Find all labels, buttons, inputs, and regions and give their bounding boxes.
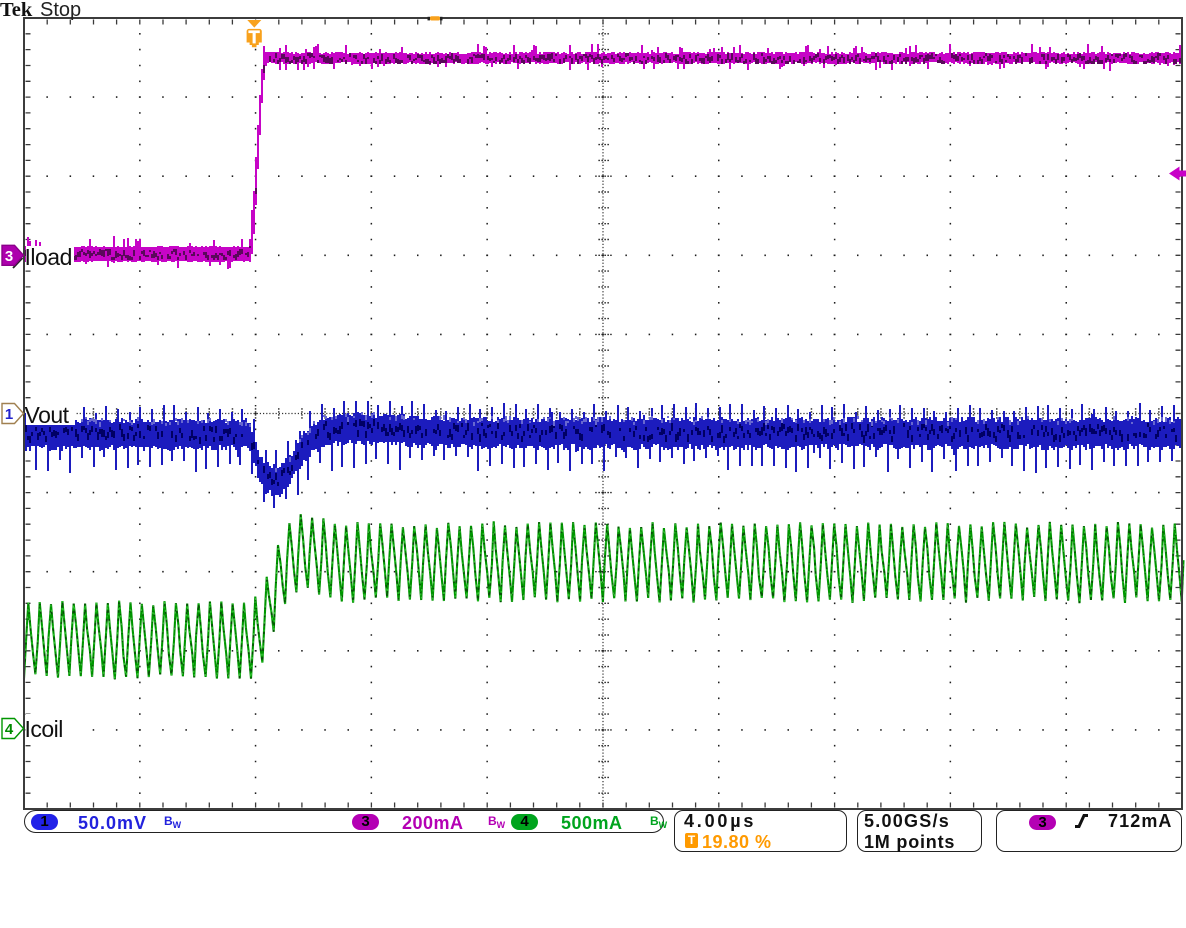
svg-text:4: 4	[5, 721, 14, 738]
svg-text:1: 1	[5, 406, 13, 423]
svg-text:3: 3	[5, 248, 13, 265]
